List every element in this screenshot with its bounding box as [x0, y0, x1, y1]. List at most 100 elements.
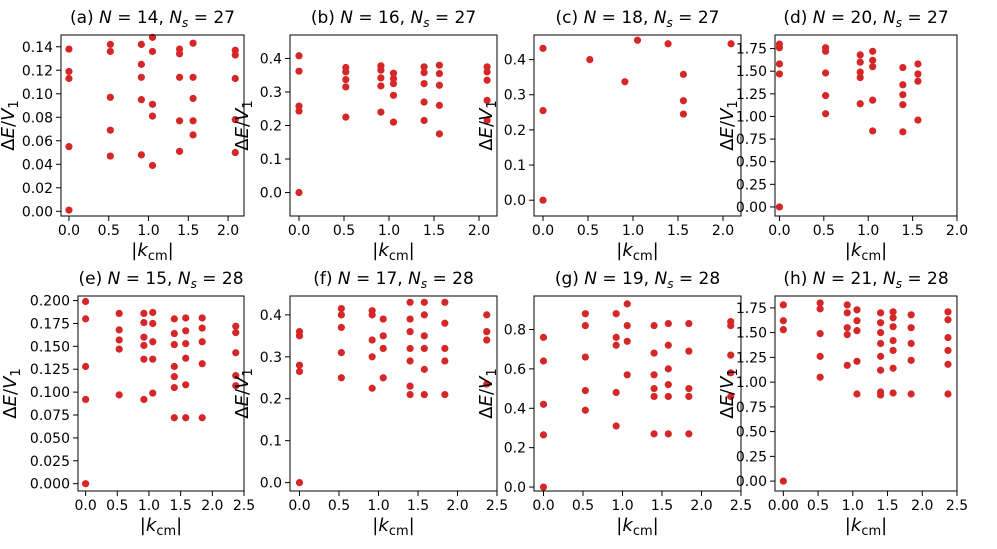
data-point [685, 319, 693, 328]
data-point [189, 131, 197, 139]
panel-b: (b) N = 16, Ns = 27 0.0 0.5 1.0 1.5 2.0 0.0 0.1… [232, 8, 498, 264]
data-point [406, 357, 414, 365]
y-tick-label: 1.50 [736, 326, 767, 342]
y-tick-label: 1.50 [736, 64, 767, 80]
x-tick-label: 0.00 [768, 498, 799, 514]
data-point [483, 116, 491, 125]
data-point [441, 390, 449, 399]
data-point [944, 346, 952, 355]
y-tick-label: 0.200 [30, 294, 70, 310]
x-tick-label: 0.5 [572, 498, 594, 514]
y-tick-label: 0.075 [30, 408, 70, 424]
x-tick-label: 2.0 [712, 223, 734, 239]
data-point [612, 341, 620, 349]
data-point [231, 148, 239, 157]
y-tick-label: 0.000 [30, 477, 70, 493]
data-point [295, 52, 303, 60]
data-point [664, 341, 672, 349]
data-point [623, 371, 631, 379]
data-point [435, 69, 443, 78]
y-tick-label: 0.2 [260, 119, 282, 135]
x-tick-label: 1.0 [137, 223, 159, 239]
data-point [148, 47, 157, 56]
panel-title: (h) N = 21, Ns = 28 [783, 269, 948, 291]
data-point [148, 112, 157, 120]
data-point [539, 431, 548, 439]
data-point [231, 116, 239, 124]
x-tick-label: 2.0 [911, 498, 933, 514]
panel-title: (g) N = 19, Ns = 28 [555, 269, 720, 291]
data-point [82, 362, 90, 371]
data-point [539, 196, 547, 204]
data-point [633, 36, 642, 44]
data-point [889, 389, 897, 397]
data-point [140, 333, 148, 341]
y-tick-label: 0.3 [504, 88, 526, 104]
data-point [368, 307, 376, 315]
data-point [342, 83, 350, 91]
y-tick-label: 0.4 [260, 51, 282, 67]
data-point [899, 63, 907, 72]
data-point [175, 45, 184, 53]
data-point [664, 40, 672, 48]
data-point [137, 73, 145, 81]
y-tick-label: 0.14 [22, 40, 53, 56]
y-tick-label: 0.06 [22, 134, 53, 150]
data-point [65, 45, 73, 53]
panel-e: (e) N = 15, Ns = 28 0.0 0.5 1.0 1.5 2.0 2.5 0.0… [0, 269, 255, 539]
data-point [170, 372, 178, 381]
data-point [664, 365, 672, 373]
data-point [612, 388, 620, 397]
plot-frame [289, 295, 498, 492]
data-point [420, 311, 428, 319]
data-point [483, 76, 491, 84]
x-tick-label: 1.0 [138, 498, 160, 514]
y-tick-label: 0.125 [30, 362, 70, 378]
plot-frame [774, 295, 958, 492]
data-point [822, 110, 830, 118]
data-point [148, 161, 157, 170]
data-point [406, 315, 414, 323]
x-tick-label: 0.0 [288, 498, 310, 514]
data-point [483, 336, 491, 344]
y-tick-label: 0.050 [30, 431, 70, 447]
data-point [779, 477, 787, 485]
data-point [441, 357, 449, 365]
data-point [775, 60, 784, 68]
data-point [106, 126, 114, 134]
data-point [295, 107, 303, 115]
data-point [106, 152, 114, 160]
data-point [843, 331, 851, 339]
y-tick-label: 0.75 [736, 400, 767, 416]
x-tick-label: 2.5 [730, 498, 752, 514]
data-point [232, 382, 240, 390]
data-point [379, 332, 387, 340]
data-point [170, 340, 178, 349]
data-point [115, 336, 123, 344]
y-tick-label: 0.10 [22, 87, 53, 103]
y-tick-label: 0.00 [736, 200, 767, 216]
data-point [876, 339, 885, 348]
data-point [685, 347, 693, 355]
y-tick-label: 0.02 [22, 181, 53, 197]
data-point [483, 328, 491, 336]
data-point [779, 301, 787, 309]
data-point [586, 56, 594, 64]
data-point [843, 309, 851, 317]
data-point [944, 333, 952, 342]
x-axis-label: |kcm| [845, 515, 887, 539]
data-point [137, 151, 145, 159]
data-point [650, 349, 658, 357]
x-tick-label: 0.5 [106, 498, 128, 514]
plot-frame [533, 295, 742, 492]
data-point [435, 130, 443, 138]
data-point [189, 73, 197, 81]
x-tick-label: 0.0 [532, 498, 554, 514]
x-tick-label: 1.0 [857, 223, 879, 239]
data-point [389, 80, 398, 88]
data-point [623, 321, 631, 330]
data-point [816, 299, 824, 307]
y-axis-label: ΔE/V1 [476, 100, 500, 150]
plot-frame [289, 34, 498, 217]
data-point [379, 374, 387, 382]
